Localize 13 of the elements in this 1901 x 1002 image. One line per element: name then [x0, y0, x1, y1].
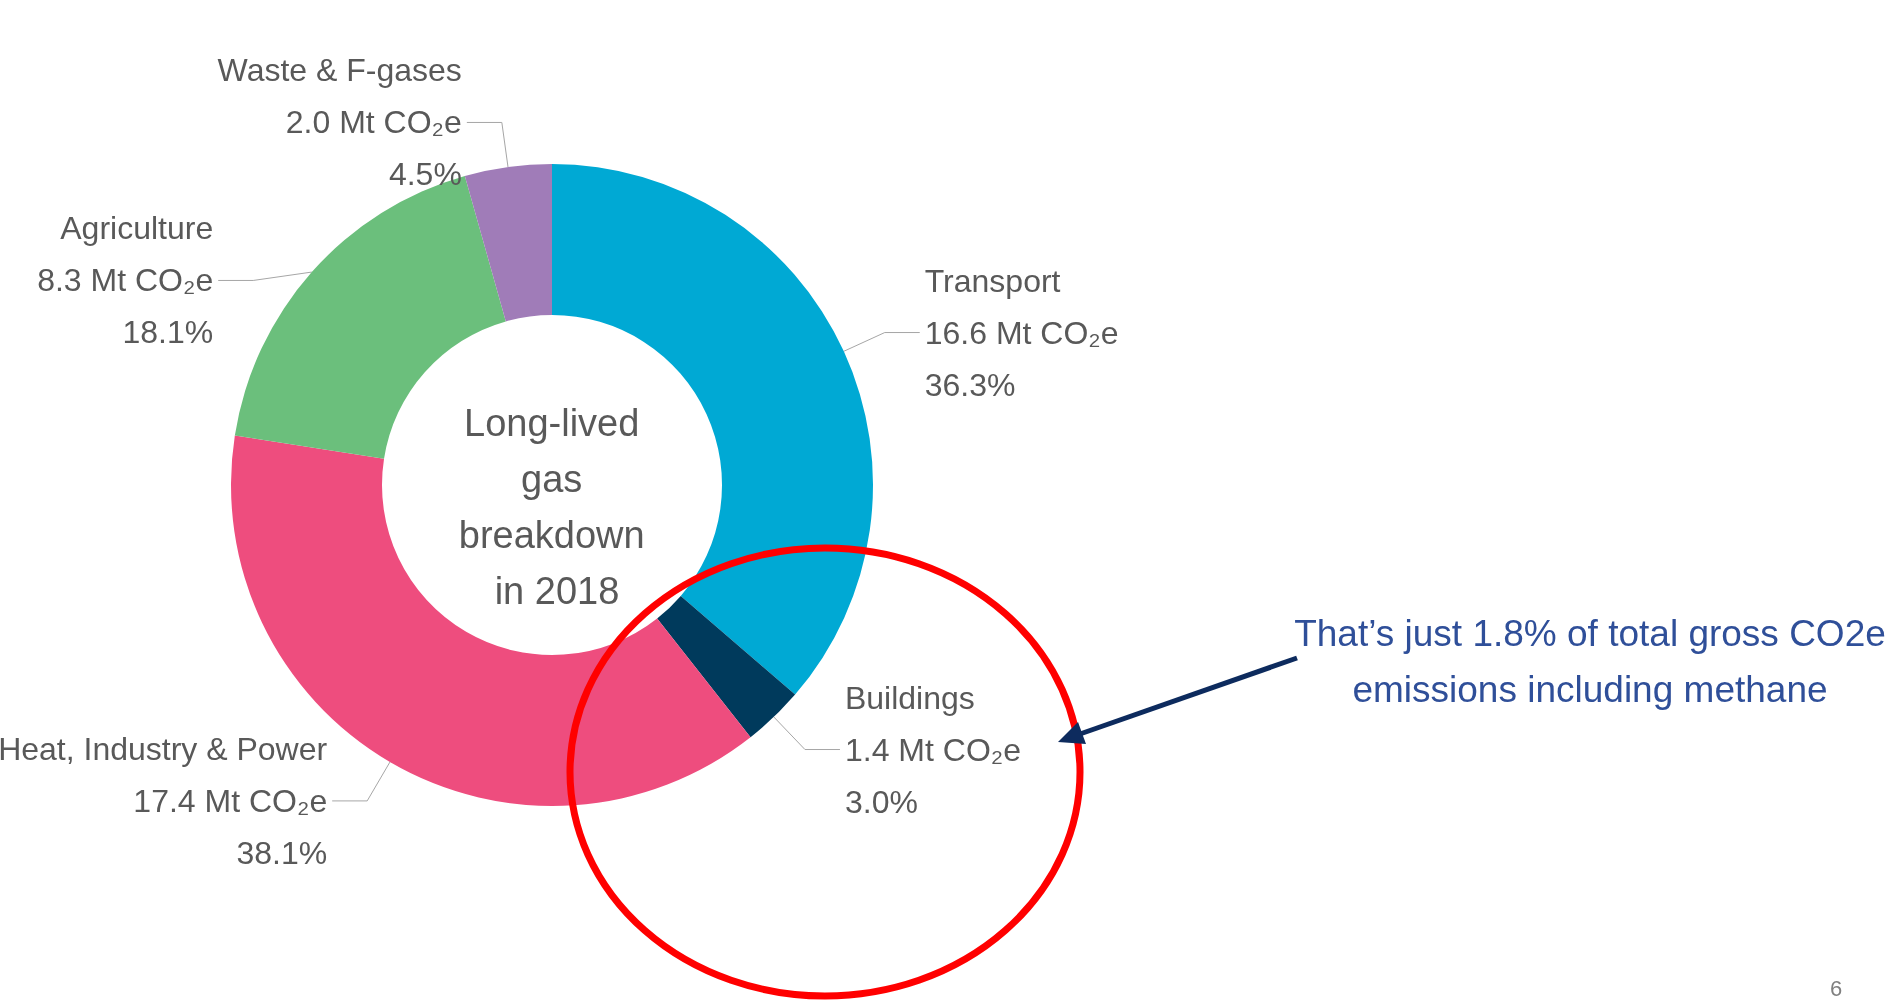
slice-label: Waste & F-gases — [217, 52, 462, 89]
data-label: 17.4 Mt CO₂e 38.1% — [133, 782, 328, 871]
data-label: 8.3 Mt CO₂e 18.1% — [37, 262, 214, 351]
slice-label: Heat, Industry & Power — [0, 730, 328, 767]
data-label: 1.4 Mt CO₂e 3.0% — [844, 731, 1021, 820]
slice-label: Transport — [924, 262, 1061, 299]
text: Long-lived gas breakdown in 2018 — [458, 402, 656, 612]
data-label: 2.0 Mt CO₂e 4.5% — [285, 104, 462, 193]
slice-label: Buildings — [844, 679, 975, 716]
text: That’s just 1.8% of total gross CO2e emissions including methane — [1293, 612, 1887, 712]
data-label: 16.6 Mt CO₂e 36.3% — [924, 314, 1119, 403]
text: 6 — [1830, 976, 1843, 1002]
slice-label: Agriculture — [60, 210, 214, 247]
